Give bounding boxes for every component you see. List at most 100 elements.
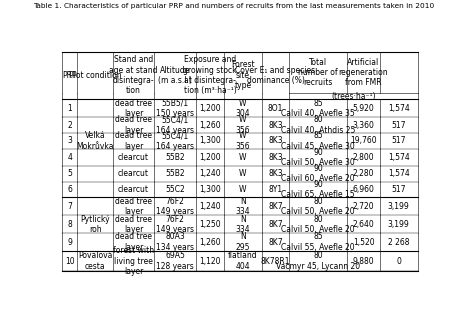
Text: Pytlický
roh: Pytlický roh [80,215,110,234]
Text: 8O1: 8O1 [268,104,283,113]
Text: W
356: W 356 [235,115,250,135]
Text: 85
Calvil 40, Avefle 35: 85 Calvil 40, Avefle 35 [281,99,355,118]
Text: 5: 5 [67,169,72,178]
Text: Altitude
(m a.s.l.): Altitude (m a.s.l.) [158,66,192,85]
Text: clearcut: clearcut [118,153,149,162]
Text: 7: 7 [67,202,72,211]
Text: dead tree
layer: dead tree layer [115,99,152,118]
Text: Total
number of
recruits: Total number of recruits [299,58,338,87]
Text: 3,199: 3,199 [388,220,410,229]
Text: 90
Calvil 60, Avefle 20: 90 Calvil 60, Avefle 20 [281,164,355,183]
Text: 8K3: 8K3 [268,153,283,162]
Text: 2,640: 2,640 [353,220,374,229]
Text: 3,199: 3,199 [388,202,410,211]
Text: 80
Calvil 50, Avefle 20: 80 Calvil 50, Avefle 20 [281,215,355,234]
Text: W: W [239,169,247,178]
Text: 8K78R1: 8K78R1 [261,257,290,266]
Text: W
304: W 304 [235,99,250,118]
Text: 1,200: 1,200 [199,153,221,162]
Text: dead tree
layer: dead tree layer [115,232,152,252]
Text: W: W [239,153,247,162]
Text: PRP: PRP [62,71,77,80]
Text: 1,240: 1,240 [199,202,221,211]
Text: 2,800: 2,800 [353,153,374,162]
Text: dead tree
layer: dead tree layer [115,215,152,234]
Text: 1,240: 1,240 [199,169,221,178]
Text: 80
Calvil 50, Avefle 20: 80 Calvil 50, Avefle 20 [281,197,355,216]
Text: 1,260: 1,260 [199,238,221,247]
Text: 80A3
134 years: 80A3 134 years [156,232,194,252]
Text: Povalová
cesta: Povalová cesta [78,251,112,271]
Text: 1,300: 1,300 [199,185,221,194]
Text: 5,920: 5,920 [353,104,374,113]
Text: 2 268: 2 268 [388,238,410,247]
Text: 8K3: 8K3 [268,136,283,145]
Text: 9: 9 [67,238,72,247]
Text: 85
Calvil 45, Avefle 30: 85 Calvil 45, Avefle 30 [281,131,355,151]
Text: 55B2: 55B2 [165,169,185,178]
Text: 80
Vacmyr 45, Lycann 20: 80 Vacmyr 45, Lycann 20 [276,251,360,271]
Text: 1,574: 1,574 [388,169,410,178]
Text: 1,260: 1,260 [199,121,221,130]
Text: 76F2
149 years: 76F2 149 years [156,215,194,234]
Text: 8K3: 8K3 [268,169,283,178]
Text: 8K7: 8K7 [268,202,283,211]
Text: 69A5
128 years: 69A5 128 years [156,251,194,271]
Text: (trees·ha⁻¹): (trees·ha⁻¹) [331,92,376,101]
Text: 1,120: 1,120 [199,257,221,266]
Text: 1: 1 [67,104,72,113]
Text: 0: 0 [396,257,401,266]
Text: 1,250: 1,250 [199,220,221,229]
Text: 6: 6 [67,185,72,194]
Text: forest with
living tree
layer: forest with living tree layer [113,246,154,276]
Text: 8Y1: 8Y1 [269,185,283,194]
Text: 10: 10 [65,257,74,266]
Text: 8K3: 8K3 [268,121,283,130]
Text: 4: 4 [67,153,72,162]
Text: 55C2: 55C2 [165,185,185,194]
Text: 8K7: 8K7 [268,238,283,247]
Text: Table 1. Characteristics of particular PRP and numbers of recruits from the last: Table 1. Characteristics of particular P… [33,3,435,9]
Text: 1,574: 1,574 [388,153,410,162]
Text: Velká
Mokrůvka: Velká Mokrůvka [77,131,114,151]
Text: Stand and
age at stand
disintegra-
tion: Stand and age at stand disintegra- tion [109,55,158,95]
Text: 517: 517 [391,121,406,130]
Text: dead tree
layer: dead tree layer [115,131,152,151]
Text: 1,520: 1,520 [353,238,374,247]
Text: 55C4/1
164 years: 55C4/1 164 years [156,131,194,151]
Text: 19,760: 19,760 [350,136,377,145]
Text: 55B2: 55B2 [165,153,185,162]
Text: N
295: N 295 [235,232,250,252]
Text: 8: 8 [67,220,72,229]
Text: 8K7: 8K7 [268,220,283,229]
Text: 76F2
149 years: 76F2 149 years [156,197,194,216]
Text: 90
Calvil 65, Avefle 15: 90 Calvil 65, Avefle 15 [281,180,355,199]
Text: N
334: N 334 [235,215,250,234]
Text: 90
Calvil 50, Avefle 30: 90 Calvil 50, Avefle 30 [281,148,355,167]
Text: 1,200: 1,200 [199,104,221,113]
Text: clearcut: clearcut [118,169,149,178]
Text: 55B5/1
150 years: 55B5/1 150 years [156,99,194,118]
Text: 2: 2 [67,121,72,130]
Text: 6,960: 6,960 [352,185,374,194]
Text: Artificial
regeneration
from FMR: Artificial regeneration from FMR [339,58,388,87]
Text: 517: 517 [391,185,406,194]
Text: 1,300: 1,300 [199,136,221,145]
Text: N
334: N 334 [235,197,250,216]
Text: 9,880: 9,880 [353,257,374,266]
Text: 517: 517 [391,136,406,145]
Text: W: W [239,185,247,194]
Text: W
356: W 356 [235,131,250,151]
Text: 3,360: 3,360 [352,121,374,130]
Text: Forest
site
type: Forest site type [231,60,255,90]
Text: Cover E₁ and species
dominance (%): Cover E₁ and species dominance (%) [235,66,315,85]
Text: Exposure and
growing stock
at disintegra-
tion (m³·ha⁻¹): Exposure and growing stock at disintegra… [183,55,237,95]
Text: 2,280: 2,280 [353,169,374,178]
Text: dead tree
layer: dead tree layer [115,115,152,135]
Text: 55C4/1
164 years: 55C4/1 164 years [156,115,194,135]
Text: 80
Calvil 40, Athdis 25: 80 Calvil 40, Athdis 25 [281,115,356,135]
Text: Plot condition: Plot condition [69,71,122,80]
Text: clearcut: clearcut [118,185,149,194]
Text: 2,720: 2,720 [353,202,374,211]
Text: flatland
404: flatland 404 [228,251,258,271]
